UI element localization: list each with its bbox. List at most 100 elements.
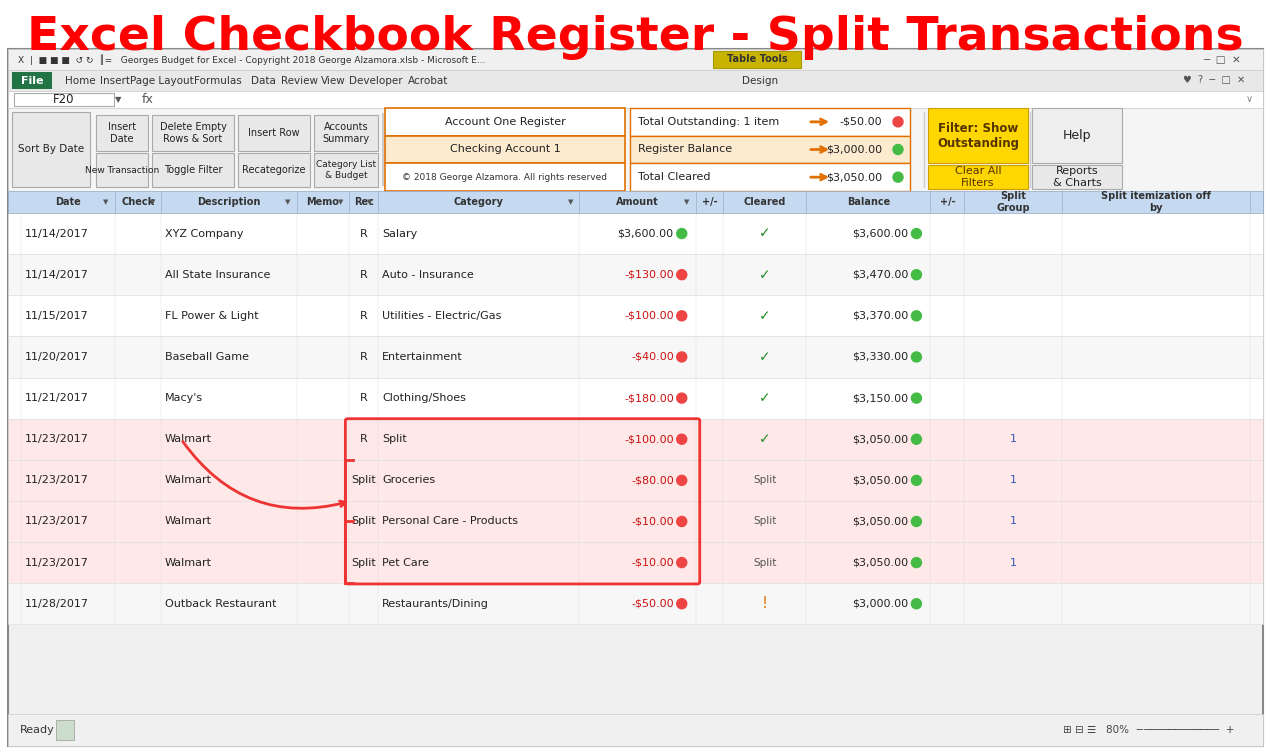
Bar: [385, 108, 625, 135]
Bar: [8, 108, 1263, 191]
Text: Pet Care: Pet Care: [383, 558, 430, 568]
Text: Walmart: Walmart: [165, 476, 212, 485]
Circle shape: [894, 117, 902, 127]
Circle shape: [911, 434, 921, 445]
Text: $3,470.00: $3,470.00: [852, 270, 909, 280]
Text: Excel Checkbook Register - Split Transactions: Excel Checkbook Register - Split Transac…: [27, 16, 1243, 60]
Text: ✓: ✓: [759, 227, 770, 240]
Text: Split: Split: [754, 516, 777, 526]
Text: Review: Review: [281, 76, 319, 85]
Circle shape: [676, 311, 686, 321]
Bar: [928, 108, 1028, 163]
Text: 11/14/2017: 11/14/2017: [24, 270, 89, 280]
Bar: [8, 213, 1263, 254]
Text: Sort By Date: Sort By Date: [18, 144, 84, 154]
Text: Utilities - Electric/Gas: Utilities - Electric/Gas: [383, 311, 502, 321]
Text: ▼: ▼: [114, 95, 121, 104]
Bar: [713, 51, 801, 68]
Bar: [11, 112, 90, 187]
Text: ✓: ✓: [759, 309, 770, 323]
Text: Walmart: Walmart: [165, 434, 212, 445]
Text: Split: Split: [351, 476, 376, 485]
Text: ✓: ✓: [759, 350, 770, 364]
Text: Help: Help: [1063, 129, 1092, 142]
Circle shape: [911, 311, 921, 321]
Circle shape: [676, 393, 686, 403]
Text: Rec: Rec: [353, 197, 374, 207]
Text: Insert: Insert: [100, 76, 130, 85]
Text: 11/23/2017: 11/23/2017: [24, 476, 89, 485]
Text: -$130.00: -$130.00: [624, 270, 674, 280]
Text: 11/23/2017: 11/23/2017: [24, 434, 89, 445]
Bar: [8, 714, 1263, 746]
Bar: [8, 191, 1263, 213]
Text: F20: F20: [53, 93, 75, 106]
Bar: [8, 419, 1263, 460]
Circle shape: [911, 599, 921, 609]
Text: Reports
& Charts: Reports & Charts: [1052, 166, 1102, 188]
Text: Auto - Insurance: Auto - Insurance: [383, 270, 474, 280]
Text: Data: Data: [250, 76, 276, 85]
Text: Ready: Ready: [20, 725, 55, 735]
Text: Checking Account 1: Checking Account 1: [450, 144, 561, 154]
Text: +/-: +/-: [939, 197, 956, 207]
Text: $3,050.00: $3,050.00: [853, 558, 909, 568]
Text: -$40.00: -$40.00: [630, 352, 674, 362]
Text: Groceries: Groceries: [383, 476, 436, 485]
Text: Split: Split: [383, 434, 407, 445]
Circle shape: [911, 228, 921, 239]
Text: Formulas: Formulas: [194, 76, 241, 85]
Circle shape: [911, 270, 921, 280]
Text: 11/23/2017: 11/23/2017: [24, 558, 89, 568]
Bar: [385, 135, 625, 163]
Text: ∨: ∨: [1246, 94, 1253, 104]
Text: FL Power & Light: FL Power & Light: [165, 311, 259, 321]
Circle shape: [894, 172, 902, 182]
Text: Table Tools: Table Tools: [727, 54, 787, 64]
Bar: [8, 49, 1263, 70]
Bar: [314, 153, 377, 187]
Text: Personal Care - Products: Personal Care - Products: [383, 516, 519, 526]
Text: Split: Split: [754, 476, 777, 485]
Text: Split: Split: [351, 558, 376, 568]
Text: +/-: +/-: [702, 197, 717, 207]
Text: Insert
Date: Insert Date: [108, 122, 136, 144]
Text: Walmart: Walmart: [165, 558, 212, 568]
Text: $3,050.00: $3,050.00: [853, 434, 909, 445]
Bar: [630, 163, 910, 191]
Text: $3,000.00: $3,000.00: [853, 599, 909, 609]
Text: Account One Register: Account One Register: [445, 117, 566, 127]
Text: 1: 1: [1009, 516, 1017, 526]
Text: Split: Split: [754, 558, 777, 568]
Bar: [238, 153, 310, 187]
Text: R: R: [360, 352, 367, 362]
Text: X  |  ■ ■ ■  ↺ ↻  ║=   Georges Budget for Excel - Copyright 2018 George Alzamora: X | ■ ■ ■ ↺ ↻ ║= Georges Budget for Exce…: [18, 54, 486, 65]
Bar: [153, 153, 234, 187]
Bar: [8, 583, 1263, 624]
Text: Home: Home: [65, 76, 95, 85]
Text: 1: 1: [1009, 476, 1017, 485]
Text: Outback Restaurant: Outback Restaurant: [165, 599, 277, 609]
Text: Amount: Amount: [616, 197, 658, 207]
Text: R: R: [360, 434, 367, 445]
Text: R: R: [360, 228, 367, 239]
Bar: [11, 72, 52, 89]
Circle shape: [676, 352, 686, 362]
Text: Toggle Filter: Toggle Filter: [164, 165, 222, 175]
Text: Category: Category: [454, 197, 503, 207]
Text: 11/21/2017: 11/21/2017: [24, 393, 89, 403]
Text: XYZ Company: XYZ Company: [165, 228, 244, 239]
Circle shape: [911, 476, 921, 485]
Text: © 2018 George Alzamora. All rights reserved: © 2018 George Alzamora. All rights reser…: [403, 172, 608, 181]
Bar: [8, 377, 1263, 419]
Bar: [8, 460, 1263, 501]
Text: ✓: ✓: [759, 268, 770, 282]
Bar: [630, 108, 910, 135]
Circle shape: [676, 558, 686, 568]
Text: $3,600.00: $3,600.00: [618, 228, 674, 239]
Text: ▼: ▼: [103, 199, 109, 205]
Bar: [8, 501, 1263, 542]
Text: ─  □  ✕: ─ □ ✕: [1202, 54, 1240, 64]
Text: Page Layout: Page Layout: [130, 76, 194, 85]
Circle shape: [676, 270, 686, 280]
